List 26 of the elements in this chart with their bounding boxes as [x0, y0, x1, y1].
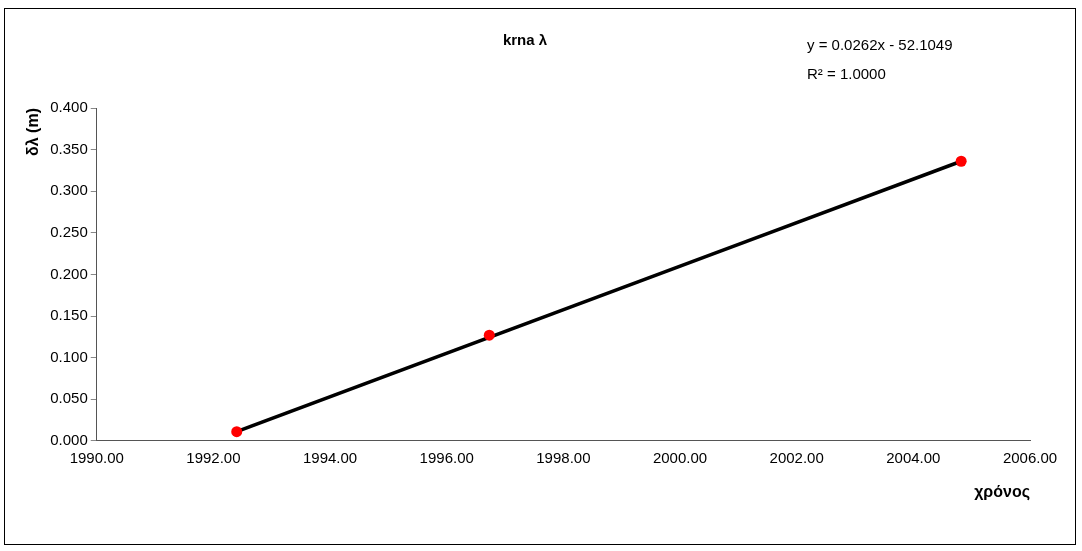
- y-tick-label: 0.400: [50, 98, 88, 116]
- y-tick-label: 0.300: [50, 181, 88, 199]
- point: [483, 329, 495, 341]
- y-axis-title: δλ (m): [24, 108, 42, 156]
- x-tick-label: 1990.00: [69, 448, 124, 466]
- point: [231, 426, 243, 438]
- text: R² = 1.0000: [807, 65, 886, 83]
- y-tick-label: 0.000: [50, 430, 88, 448]
- x-tick-label: 1996.00: [419, 448, 474, 466]
- x-tick-label: 2000.00: [652, 448, 708, 466]
- y-tick-label: 0.050: [50, 389, 88, 407]
- x-tick-label: 2002.00: [769, 448, 824, 466]
- y-tick-label: 0.350: [50, 139, 88, 157]
- x-tick-label: 2004.00: [886, 448, 941, 466]
- x-tick-label: 1994.00: [302, 448, 358, 466]
- y-tick-label: 0.100: [50, 347, 88, 365]
- text: y = 0.0262x - 52.1049: [807, 36, 953, 54]
- point: [955, 155, 967, 167]
- chart-title: krna λ: [502, 31, 548, 49]
- x-tick-label: 2006.00: [1002, 448, 1058, 466]
- y-tick-label: 0.200: [50, 264, 88, 282]
- x-axis-title: χρόνος: [974, 482, 1030, 501]
- x-tick-label: 1998.00: [536, 448, 591, 466]
- x-tick-label: 1992.00: [186, 448, 241, 466]
- y-tick-label: 0.150: [50, 306, 88, 324]
- y-tick-label: 0.250: [50, 222, 88, 240]
